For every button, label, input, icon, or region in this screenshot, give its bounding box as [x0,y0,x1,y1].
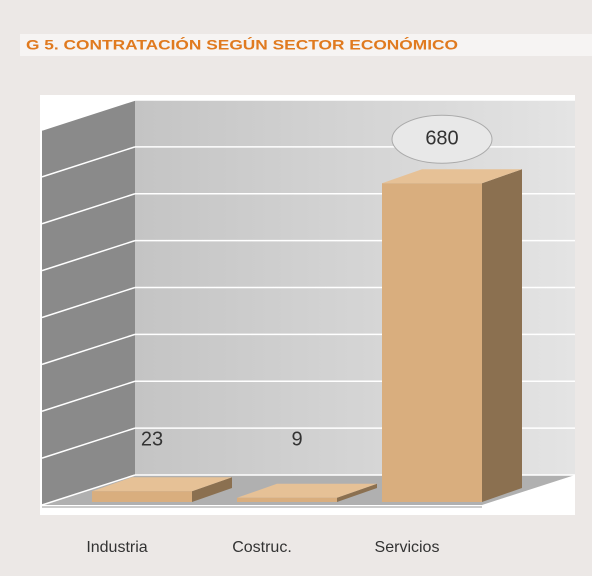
side-grid-line [41,474,136,506]
bar-top [92,477,232,492]
side-grid-line [41,286,136,319]
bar-side [337,483,377,502]
bar-top [237,483,377,498]
bar [92,491,192,502]
data-label: 23 [141,428,163,450]
side-grid-line [41,99,136,131]
side-grid-line [41,333,136,366]
data-label: 680 [425,128,458,150]
x-tick-label: Costruc. [232,539,292,556]
side-grid-line [41,380,136,412]
data-label-bubble [391,114,493,164]
x-tick-label: Industria [86,539,147,556]
data-label: 9 [291,428,302,450]
title-band [20,34,592,56]
side-grid-line [41,193,136,225]
side-grid-line [41,239,136,272]
chart-title: G 5. CONTRATACIÓN SEGÚN SECTOR ECONÓMICO [26,36,458,53]
bar-top [382,169,522,184]
bar [237,497,337,502]
bar [382,183,482,502]
bar-side [482,169,522,502]
side-grid-line [41,427,136,459]
side-grid-line [41,146,136,178]
x-tick-label: Servicios [375,539,440,556]
bar-side [192,477,232,502]
